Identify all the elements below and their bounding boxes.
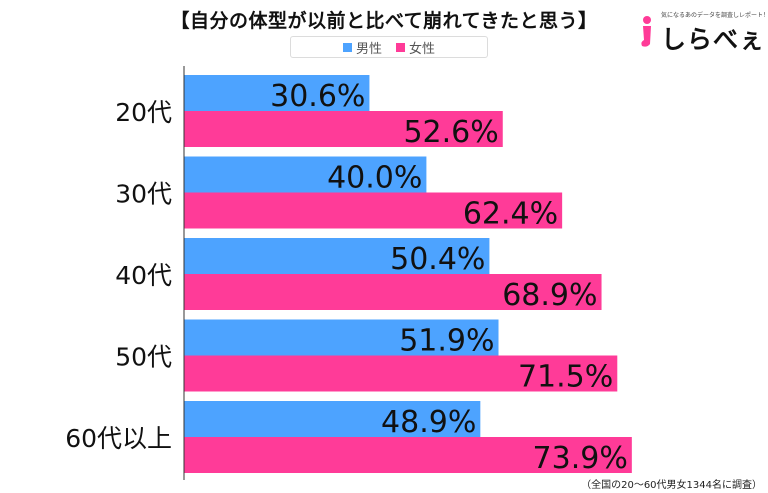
data-label-male: 51.9% xyxy=(399,324,494,359)
data-label-male: 48.9% xyxy=(381,405,476,440)
data-label-female: 71.5% xyxy=(518,360,613,395)
data-label-female: 68.9% xyxy=(502,278,597,313)
legend: 男性 女性 xyxy=(290,36,488,58)
bar-male xyxy=(184,156,427,193)
category-label: 30代 xyxy=(115,180,172,209)
data-label-male: 40.0% xyxy=(327,161,422,196)
survey-note: （全国の20～60代男女1344名に調査） xyxy=(581,480,762,491)
category-label: 50代 xyxy=(115,343,172,372)
category-label: 40代 xyxy=(115,261,172,290)
bar-female xyxy=(184,437,632,473)
category-label: 60代以上 xyxy=(65,424,172,453)
legend-item-male: 男性 xyxy=(342,38,382,57)
legend-swatch-male xyxy=(342,42,352,52)
bar-male xyxy=(184,238,490,274)
bar-female xyxy=(184,111,503,147)
category-label: 20代 xyxy=(115,98,172,127)
chart-title: 【自分の体型が以前と比べて崩れてきたと思う】 xyxy=(170,10,598,32)
data-label-female: 62.4% xyxy=(463,197,558,232)
legend-swatch-female xyxy=(396,42,405,52)
logo-tagline: 気になるあのデータを調査しレポート！ xyxy=(661,12,768,19)
logo-brand: しらべぇ xyxy=(661,25,766,54)
bar-male xyxy=(184,401,481,437)
bar-female xyxy=(184,274,602,310)
bar-male xyxy=(184,319,499,356)
data-label-male: 50.4% xyxy=(390,242,485,277)
bar-female xyxy=(184,355,618,392)
brand-logo: 気になるあのデータを調査しレポート！ しらべぇ xyxy=(637,8,768,54)
bar-female xyxy=(184,192,563,229)
logo-mascot-icon xyxy=(641,16,651,47)
data-label-female: 52.6% xyxy=(403,115,498,150)
data-label-male: 30.6% xyxy=(270,79,365,114)
legend-item-female: 女性 xyxy=(396,38,435,57)
legend-label-male: 男性 xyxy=(355,41,382,57)
data-label-female: 73.9% xyxy=(533,441,628,476)
legend-label-female: 女性 xyxy=(409,41,436,57)
bar-male xyxy=(184,75,370,111)
